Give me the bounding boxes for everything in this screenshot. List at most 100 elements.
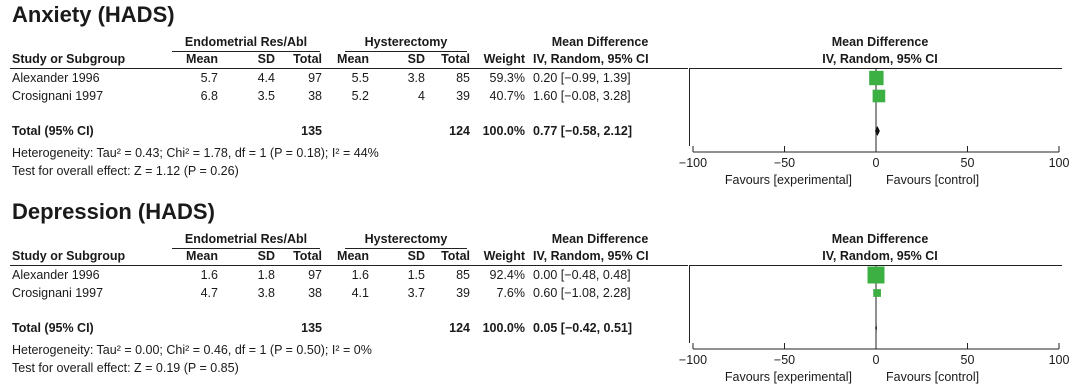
total2-cell: 85	[456, 268, 470, 282]
x-tick-label: 0	[873, 353, 880, 367]
col-mean2-header: Mean	[337, 52, 369, 66]
panel-title: Anxiety (HADS)	[12, 2, 175, 27]
total2-cell: 124	[449, 124, 470, 138]
weight-cell: 7.6%	[496, 286, 526, 300]
anxiety-panel: Anxiety (HADS) Endometrial Res/Abl Hyste…	[0, 0, 1070, 195]
sd2-cell: 4	[418, 89, 425, 103]
total1-cell: 97	[308, 268, 322, 282]
col-total1-header: Total	[293, 52, 322, 66]
weight-cell: 40.7%	[489, 89, 525, 103]
header-rule	[10, 265, 688, 266]
plot-header-sub: IV, Random, 95% CI	[822, 249, 938, 263]
x-tick-label: −50	[774, 353, 795, 367]
header-rule	[10, 68, 688, 69]
group1-header: Endometrial Res/Abl	[184, 232, 308, 246]
group2-underline	[345, 248, 467, 249]
total2-cell: 39	[456, 286, 470, 300]
total2-cell: 124	[449, 321, 470, 335]
mean2-cell: 5.5	[351, 71, 369, 85]
col-ci-header: IV, Random, 95% CI	[533, 249, 649, 263]
mean2-cell: 1.6	[351, 268, 369, 282]
col-mean1-header: Mean	[186, 52, 218, 66]
favours-experimental-label: Favours [experimental]	[725, 370, 852, 384]
heterogeneity-text: Heterogeneity: Tau² = 0.00; Chi² = 0.46,…	[12, 343, 372, 357]
x-tick-label: 100	[1049, 156, 1070, 170]
sd2-cell: 3.7	[407, 286, 425, 300]
col-mean2-header: Mean	[337, 249, 369, 263]
total1-cell: 38	[308, 286, 322, 300]
table-plot-divider	[689, 68, 690, 146]
x-tick-label: 50	[961, 156, 975, 170]
sd1-cell: 1.8	[257, 268, 275, 282]
study-square	[872, 89, 886, 103]
weight-cell: 100.0%	[482, 321, 525, 335]
total1-cell: 135	[301, 124, 322, 138]
group2-header: Hysterectomy	[364, 232, 448, 246]
col-sd1-header: SD	[257, 249, 275, 263]
pooled-diamond	[874, 126, 880, 136]
col-sd2-header: SD	[407, 249, 425, 263]
plot-header-top: Mean Difference	[831, 35, 929, 49]
sd1-cell: 3.5	[257, 89, 275, 103]
x-tick-label: 0	[873, 156, 880, 170]
x-tick-label: 50	[961, 353, 975, 367]
favours-control-label: Favours [control]	[886, 173, 979, 187]
mean2-cell: 4.1	[351, 286, 369, 300]
total1-cell: 135	[301, 321, 322, 335]
col-weight-header: Weight	[483, 249, 525, 263]
ci-cell: 0.20 [−0.99, 1.39]	[533, 71, 631, 85]
forest-plot: Favours [experimental] Favours [control]…	[679, 265, 1069, 384]
ci-cell: 1.60 [−0.08, 3.28]	[533, 89, 631, 103]
group1-header: Endometrial Res/Abl	[184, 35, 308, 49]
ci-cell: 0.60 [−1.08, 2.28]	[533, 286, 631, 300]
ci-cell: 0.00 [−0.48, 0.48]	[533, 268, 631, 282]
ci-cell: 0.05 [−0.42, 0.51]	[533, 321, 633, 335]
weight-cell: 59.3%	[489, 71, 525, 85]
study-name: Crosignani 1997	[12, 89, 104, 103]
study-name: Crosignani 1997	[12, 286, 104, 300]
total-label: Total (95% CI)	[12, 124, 94, 138]
col-ci-header: IV, Random, 95% CI	[533, 52, 649, 66]
plot-header-sub: IV, Random, 95% CI	[822, 52, 938, 66]
weight-cell: 92.4%	[489, 268, 525, 282]
panel-title: Depression (HADS)	[12, 199, 215, 224]
md-header-top: Mean Difference	[551, 232, 649, 246]
study-square	[869, 70, 884, 86]
col-total2-header: Total	[441, 52, 470, 66]
group1-underline	[172, 51, 320, 52]
total1-cell: 97	[308, 71, 322, 85]
md-header-top: Mean Difference	[551, 35, 649, 49]
col-total2-header: Total	[441, 249, 470, 263]
total2-cell: 39	[456, 89, 470, 103]
col-study-header: Study or Subgroup	[12, 52, 126, 66]
mean1-cell: 4.7	[200, 286, 218, 300]
col-sd2-header: SD	[407, 52, 425, 66]
total2-cell: 85	[456, 71, 470, 85]
mean1-cell: 5.7	[200, 71, 218, 85]
x-tick-label: −50	[774, 156, 795, 170]
weight-cell: 100.0%	[482, 124, 525, 138]
sd1-cell: 3.8	[257, 286, 275, 300]
forest-plot: Favours [experimental] Favours [control]…	[679, 68, 1070, 187]
total-label: Total (95% CI)	[12, 321, 94, 335]
sd2-cell: 3.8	[407, 71, 425, 85]
favours-experimental-label: Favours [experimental]	[725, 173, 852, 187]
group2-header: Hysterectomy	[364, 35, 448, 49]
sd1-cell: 4.4	[257, 71, 275, 85]
overall-effect-text: Test for overall effect: Z = 1.12 (P = 0…	[12, 164, 239, 178]
col-total1-header: Total	[293, 249, 322, 263]
group1-underline	[172, 248, 320, 249]
favours-control-label: Favours [control]	[886, 370, 979, 384]
col-sd1-header: SD	[257, 52, 275, 66]
total1-cell: 38	[308, 89, 322, 103]
heterogeneity-text: Heterogeneity: Tau² = 0.43; Chi² = 1.78,…	[12, 146, 379, 160]
study-name: Alexander 1996	[12, 268, 100, 282]
mean1-cell: 6.8	[200, 89, 218, 103]
col-weight-header: Weight	[483, 52, 525, 66]
group2-underline	[345, 51, 467, 52]
col-mean1-header: Mean	[186, 249, 218, 263]
study-square	[867, 266, 885, 284]
depression-panel: Depression (HADS) Endometrial Res/Abl Hy…	[0, 197, 1070, 392]
ci-cell: 0.77 [−0.58, 2.12]	[533, 124, 633, 138]
x-tick-label: −100	[679, 353, 707, 367]
